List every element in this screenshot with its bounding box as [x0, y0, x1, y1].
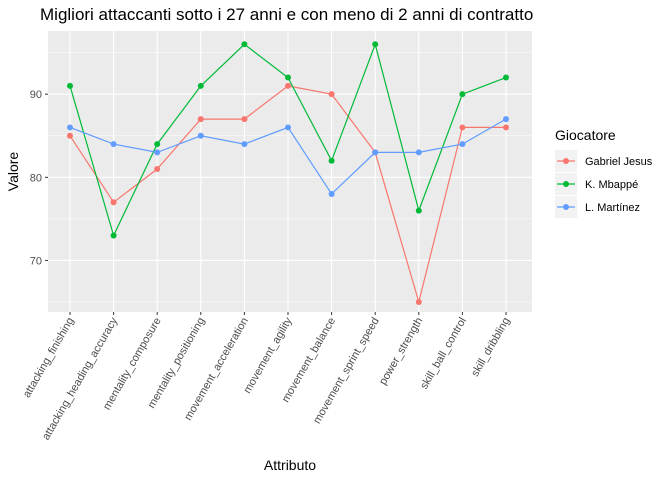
data-point-gabriel-jesus	[154, 166, 161, 173]
data-point-k-mbappe	[503, 74, 509, 81]
data-point-l-martinez	[241, 141, 248, 148]
data-point-k-mbappe	[110, 232, 117, 239]
data-point-gabriel-jesus	[285, 82, 291, 89]
data-point-l-martinez	[459, 141, 466, 148]
data-point-gabriel-jesus	[503, 124, 509, 131]
x-tick-label-attacking-heading-accuracy: attacking_heading_accuracy	[40, 315, 120, 442]
legend-title: Giocatore	[555, 127, 616, 143]
y-axis-ticks: 70 80 90	[30, 89, 48, 267]
data-point-gabriel-jesus	[328, 91, 335, 98]
data-point-gabriel-jesus	[241, 116, 248, 123]
x-axis-ticks: attacking_finishingattacking_heading_acc…	[21, 312, 513, 442]
legend-key-point-l-martinez	[563, 204, 569, 210]
data-points	[67, 41, 509, 306]
legend-key-point-gabriel-jesus	[563, 158, 569, 164]
x-axis-title: Attributo	[264, 457, 316, 473]
data-point-k-mbappe	[241, 41, 248, 48]
data-point-l-martinez	[328, 190, 335, 197]
data-point-gabriel-jesus	[415, 299, 422, 306]
data-point-l-martinez	[415, 149, 422, 156]
data-point-l-martinez	[285, 124, 291, 131]
chart-title: Migliori attaccanti sotto i 27 anni e co…	[40, 5, 533, 24]
data-point-gabriel-jesus	[67, 132, 73, 139]
y-axis-title: Valore	[5, 152, 21, 192]
legend-label-l-martinez: L. Martínez	[585, 202, 640, 214]
data-point-gabriel-jesus	[197, 116, 204, 123]
legend-label-gabriel-jesus: Gabriel Jesus	[585, 156, 653, 168]
data-point-k-mbappe	[67, 82, 73, 89]
x-tick-label-skill-dribbling: skill_dribbling	[469, 316, 512, 379]
data-point-k-mbappe	[328, 157, 335, 164]
data-point-k-mbappe	[459, 91, 466, 98]
data-point-k-mbappe	[372, 41, 379, 48]
y-tick-label: 70	[30, 255, 42, 267]
data-point-l-martinez	[154, 149, 161, 156]
plot-panel	[48, 31, 532, 312]
data-point-l-martinez	[67, 124, 73, 131]
y-tick-label: 90	[30, 89, 42, 101]
x-tick-label-power-strength: power_strength	[377, 316, 425, 388]
x-tick-label-movement-agility: movement_agility	[241, 315, 294, 396]
data-point-l-martinez	[110, 141, 117, 148]
legend-label-k-mbappe: K. Mbappé	[585, 179, 638, 191]
legend-key-point-k-mbappe	[563, 181, 569, 187]
data-point-gabriel-jesus	[110, 199, 117, 206]
data-point-gabriel-jesus	[459, 124, 466, 131]
data-point-l-martinez	[197, 132, 204, 139]
data-point-k-mbappe	[154, 141, 161, 148]
x-tick-label-skill-ball-control: skill_ball_control	[418, 316, 469, 392]
data-point-l-martinez	[503, 116, 509, 123]
data-point-l-martinez	[372, 149, 379, 156]
grid-lines	[48, 31, 532, 312]
legend: Giocatore Gabriel Jesus K. Mbappé L. Martí…	[555, 127, 653, 218]
data-point-k-mbappe	[415, 207, 422, 214]
data-point-k-mbappe	[197, 82, 204, 89]
y-tick-label: 80	[30, 172, 42, 184]
data-point-k-mbappe	[285, 74, 291, 81]
